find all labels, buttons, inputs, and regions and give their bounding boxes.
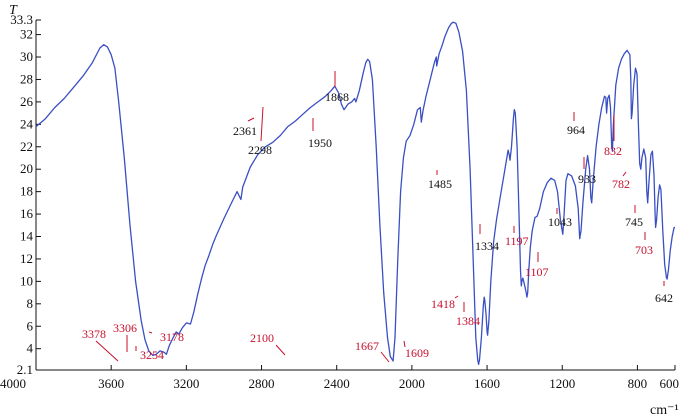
y-tick-label: 18	[20, 184, 33, 199]
y-tick-label: 28	[20, 71, 33, 86]
y-tick-label: 10	[20, 273, 33, 288]
y-tick-label: 14	[20, 229, 34, 244]
x-tick-label: 600	[660, 376, 680, 391]
y-tick-label: 32	[20, 27, 33, 42]
x-tick-label: 3200	[173, 376, 199, 391]
peak-label-2298: 2298	[248, 143, 272, 157]
peak-label-3254: 3254	[140, 348, 164, 362]
annotation-leader	[260, 106, 264, 142]
y-tick-label: 12	[20, 251, 33, 266]
x-tick-label: 1200	[549, 376, 575, 391]
x-tick-label: 1600	[474, 376, 500, 391]
y-tick-label: 20	[20, 161, 33, 176]
spectrum-line	[35, 21, 675, 366]
peak-label-1868: 1868	[325, 90, 349, 104]
series-group	[35, 21, 675, 366]
x-tick-label: 2400	[324, 376, 350, 391]
y-tick-label: 26	[20, 94, 34, 109]
y-tick-label: 30	[20, 49, 33, 64]
annotation-leader	[148, 331, 153, 334]
x-axis-title: cm⁻¹	[650, 403, 679, 418]
x-ticks: 4000 3600 3200 2800 2400 2000 1600 1200 800 600	[0, 365, 679, 391]
annotation-leader	[622, 171, 627, 177]
y-tick-label: 2.1	[17, 362, 33, 377]
peak-label-2100: 2100	[250, 331, 274, 345]
peak-label-642: 642	[655, 291, 673, 305]
peak-label-1107: 1107	[525, 265, 549, 279]
annotation-leader	[247, 117, 255, 122]
peak-label-1418: 1418	[431, 297, 455, 311]
x-tick-label: 2000	[399, 376, 425, 391]
axes	[35, 20, 675, 371]
y-tick-label: 24	[20, 116, 34, 131]
peak-label-1384: 1384	[456, 314, 480, 328]
x-tick-label: 800	[628, 376, 648, 391]
peak-label-832: 832	[604, 144, 622, 158]
peak-label-964: 964	[567, 123, 585, 137]
peak-label-3378: 3378	[82, 327, 106, 341]
y-tick-label: 22	[20, 139, 33, 154]
y-tick-label: 33.3	[10, 12, 33, 27]
x-tick-label: 4000	[0, 376, 26, 391]
x-tick-label: 3600	[98, 376, 124, 391]
peak-label-2361: 2361	[233, 124, 257, 138]
annotation-leader	[275, 344, 286, 356]
peak-label-1950: 1950	[308, 136, 332, 150]
peak-label-933: 933	[578, 172, 596, 186]
peak-label-1043: 1043	[548, 215, 572, 229]
annotation-leader	[454, 295, 459, 299]
y-axis-title: T	[9, 3, 18, 18]
peak-label-782: 782	[612, 177, 630, 191]
y-tick-label: 6	[27, 318, 34, 333]
peak-label-745: 745	[625, 215, 643, 229]
peak-label-3178: 3178	[160, 330, 184, 344]
y-tick-label: 16	[20, 206, 34, 221]
x-tick-label: 2800	[249, 376, 275, 391]
peak-label-1334: 1334	[475, 239, 499, 253]
y-tick-label: 8	[27, 296, 34, 311]
peak-label-1485: 1485	[428, 177, 452, 191]
annotation-leader	[380, 351, 390, 363]
y-tick-label: 4	[27, 341, 34, 356]
peak-label-1609: 1609	[405, 346, 429, 360]
annotation-leader	[95, 340, 119, 362]
peak-label-1197: 1197	[505, 234, 529, 248]
peak-label-1667: 1667	[355, 339, 379, 353]
peak-label-3306: 3306	[113, 321, 137, 335]
annotation-leader	[403, 340, 406, 348]
peak-label-703: 703	[635, 243, 653, 257]
